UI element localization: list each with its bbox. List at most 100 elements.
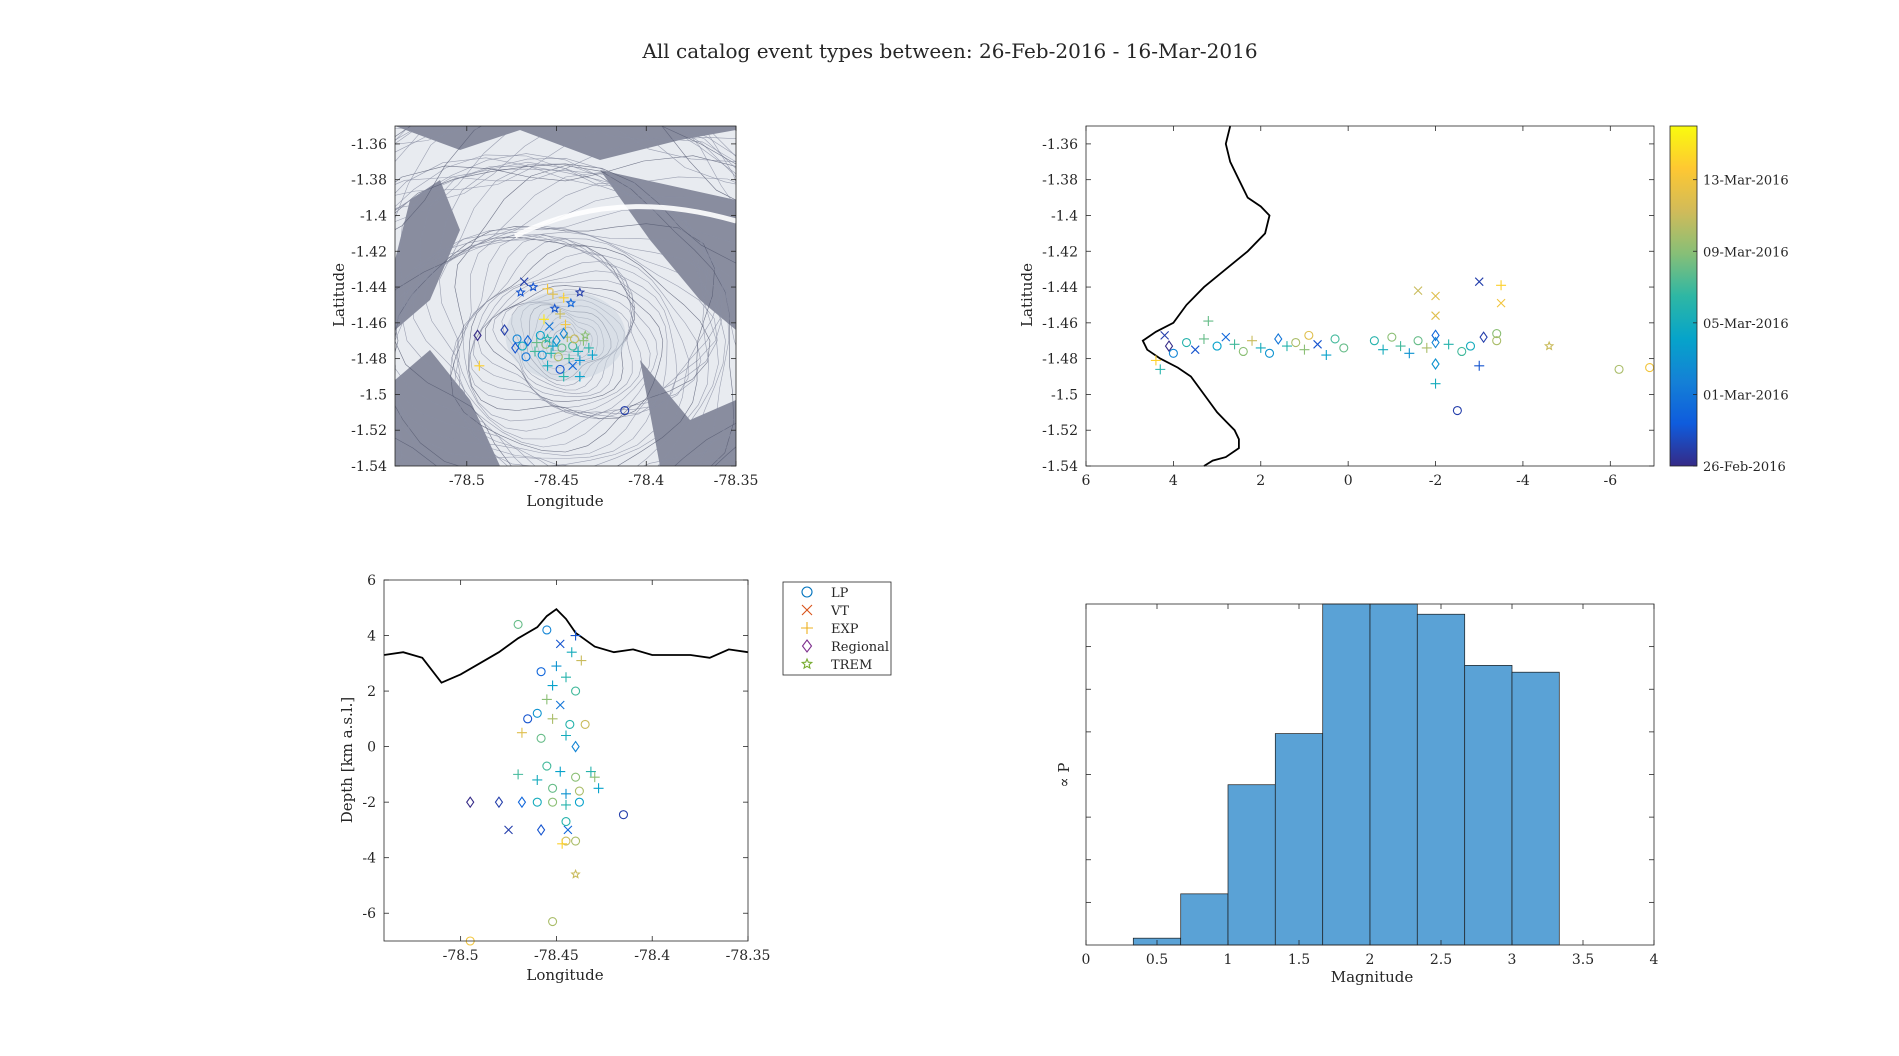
histogram-bar <box>1369 603 1418 946</box>
contour-line <box>450 237 711 453</box>
exp-marker <box>1404 348 1415 359</box>
contour-line <box>395 126 736 201</box>
regional-marker <box>801 639 813 653</box>
axes-frame <box>394 125 737 467</box>
regional-marker <box>1431 336 1440 349</box>
exp-marker <box>587 350 598 361</box>
axes-frame <box>1085 125 1655 467</box>
x-tick-label: -78.5 <box>449 473 485 489</box>
legend-label-lp: LP <box>831 586 849 601</box>
colorbar-ramp <box>1669 125 1698 467</box>
trem-marker <box>549 303 560 313</box>
contour-line <box>457 234 678 432</box>
trem-marker <box>574 286 586 297</box>
x-tick-label: -2 <box>1429 473 1443 489</box>
contour-line <box>413 227 723 466</box>
contour-line <box>610 126 736 163</box>
y-tick-label: -1.52 <box>1042 423 1078 439</box>
exp-marker <box>551 661 562 672</box>
latitude-event-markers <box>1150 277 1655 416</box>
exp-marker <box>532 774 543 785</box>
vt-marker <box>1221 332 1231 342</box>
regional-marker <box>1479 331 1488 344</box>
lp-marker <box>1181 337 1192 348</box>
lp-marker <box>1264 348 1275 358</box>
y-tick-label: -1.42 <box>351 244 387 260</box>
vt-marker <box>519 277 529 287</box>
x-tick-label: -78.4 <box>634 948 670 964</box>
latitude-axes: 6 4 2 0 -2 -4 -6 -1.36 -1.38 -1.4 -1.42 -1.44 -1.46 -… <box>1042 125 1655 489</box>
exp-marker <box>547 289 558 300</box>
legend-label-exp: EXP <box>831 622 859 637</box>
y-tick-label: -1.36 <box>1042 137 1078 153</box>
histogram-bar <box>1180 893 1229 946</box>
depth-topo-profile <box>383 608 749 684</box>
lp-marker <box>523 714 533 724</box>
y-tick-label: -1.4 <box>360 208 387 224</box>
contour-line <box>395 126 736 208</box>
lp-marker <box>1492 336 1502 346</box>
y-tick-label: -2 <box>362 795 376 811</box>
exp-marker <box>1378 344 1389 355</box>
lp-marker <box>542 761 552 771</box>
map-panel: -78.5 -78.45 -78.4 -78.35 -1.36 -1.38 -1.4 -1.4… <box>330 125 758 510</box>
figure-title: All catalog event types between: 26-Feb-… <box>641 39 1257 63</box>
lp-marker <box>574 786 584 796</box>
latitude-topo-profile <box>1141 125 1271 467</box>
colorbar-tick-label: 13-Mar-2016 <box>1703 174 1789 189</box>
exp-marker <box>1281 341 1292 352</box>
exp-marker <box>583 342 594 353</box>
depth-event-markers <box>465 619 629 946</box>
exp-marker <box>561 672 571 683</box>
legend-label-vt: VT <box>830 604 849 619</box>
lp-marker <box>1212 341 1222 351</box>
x-tick-label: 0.5 <box>1146 952 1168 968</box>
exp-marker <box>542 283 553 294</box>
lp-marker <box>1238 346 1248 357</box>
y-tick-label: -1.5 <box>360 387 387 403</box>
trem-marker <box>528 281 539 292</box>
x-tick-label: 1 <box>1224 952 1233 968</box>
trem-marker <box>800 657 814 670</box>
lp-marker <box>557 343 567 353</box>
vt-marker <box>1413 286 1423 296</box>
topo-profile-line <box>1141 125 1271 467</box>
exp-marker <box>531 337 542 348</box>
lp-marker <box>1304 330 1314 340</box>
exp-marker <box>1255 342 1266 353</box>
exp-marker <box>1395 341 1406 352</box>
exp-marker <box>1421 342 1432 353</box>
lp-marker <box>1291 337 1301 348</box>
x-tick-label: 4 <box>1169 473 1178 489</box>
exp-marker <box>1496 280 1507 291</box>
x-tick-label: 3.5 <box>1572 952 1594 968</box>
contour-line <box>395 126 736 230</box>
exp-marker <box>1198 333 1209 344</box>
vt-marker <box>801 604 813 616</box>
y-tick-label: 4 <box>367 629 376 645</box>
trem-marker <box>580 329 591 340</box>
terrain-ridge <box>395 180 460 330</box>
lp-marker <box>571 836 581 846</box>
magnitude-histogram-panel: 0 0.5 1 1.5 2 2.5 3 3.5 4 Magnitude ∝ P <box>1055 603 1659 986</box>
lp-marker <box>1492 329 1502 339</box>
y-tick-label: -1.5 <box>1051 387 1078 403</box>
lp-marker <box>532 797 542 807</box>
exp-marker <box>1321 350 1332 361</box>
axes-frame <box>383 579 749 942</box>
exp-marker <box>1203 316 1214 327</box>
lp-marker <box>801 586 813 598</box>
exp-marker <box>593 783 604 794</box>
exp-marker <box>801 622 813 634</box>
lp-marker <box>571 686 581 696</box>
trem-marker <box>570 868 581 879</box>
exp-marker <box>557 838 568 849</box>
regional-marker <box>1431 329 1440 342</box>
contour-line <box>395 126 736 184</box>
y-tick-label: 6 <box>367 573 376 589</box>
histogram-bar <box>1322 603 1371 946</box>
x-tick-label: -4 <box>1516 473 1530 489</box>
lp-marker <box>521 352 531 362</box>
vt-marker <box>563 825 573 835</box>
regional-marker <box>494 796 504 809</box>
